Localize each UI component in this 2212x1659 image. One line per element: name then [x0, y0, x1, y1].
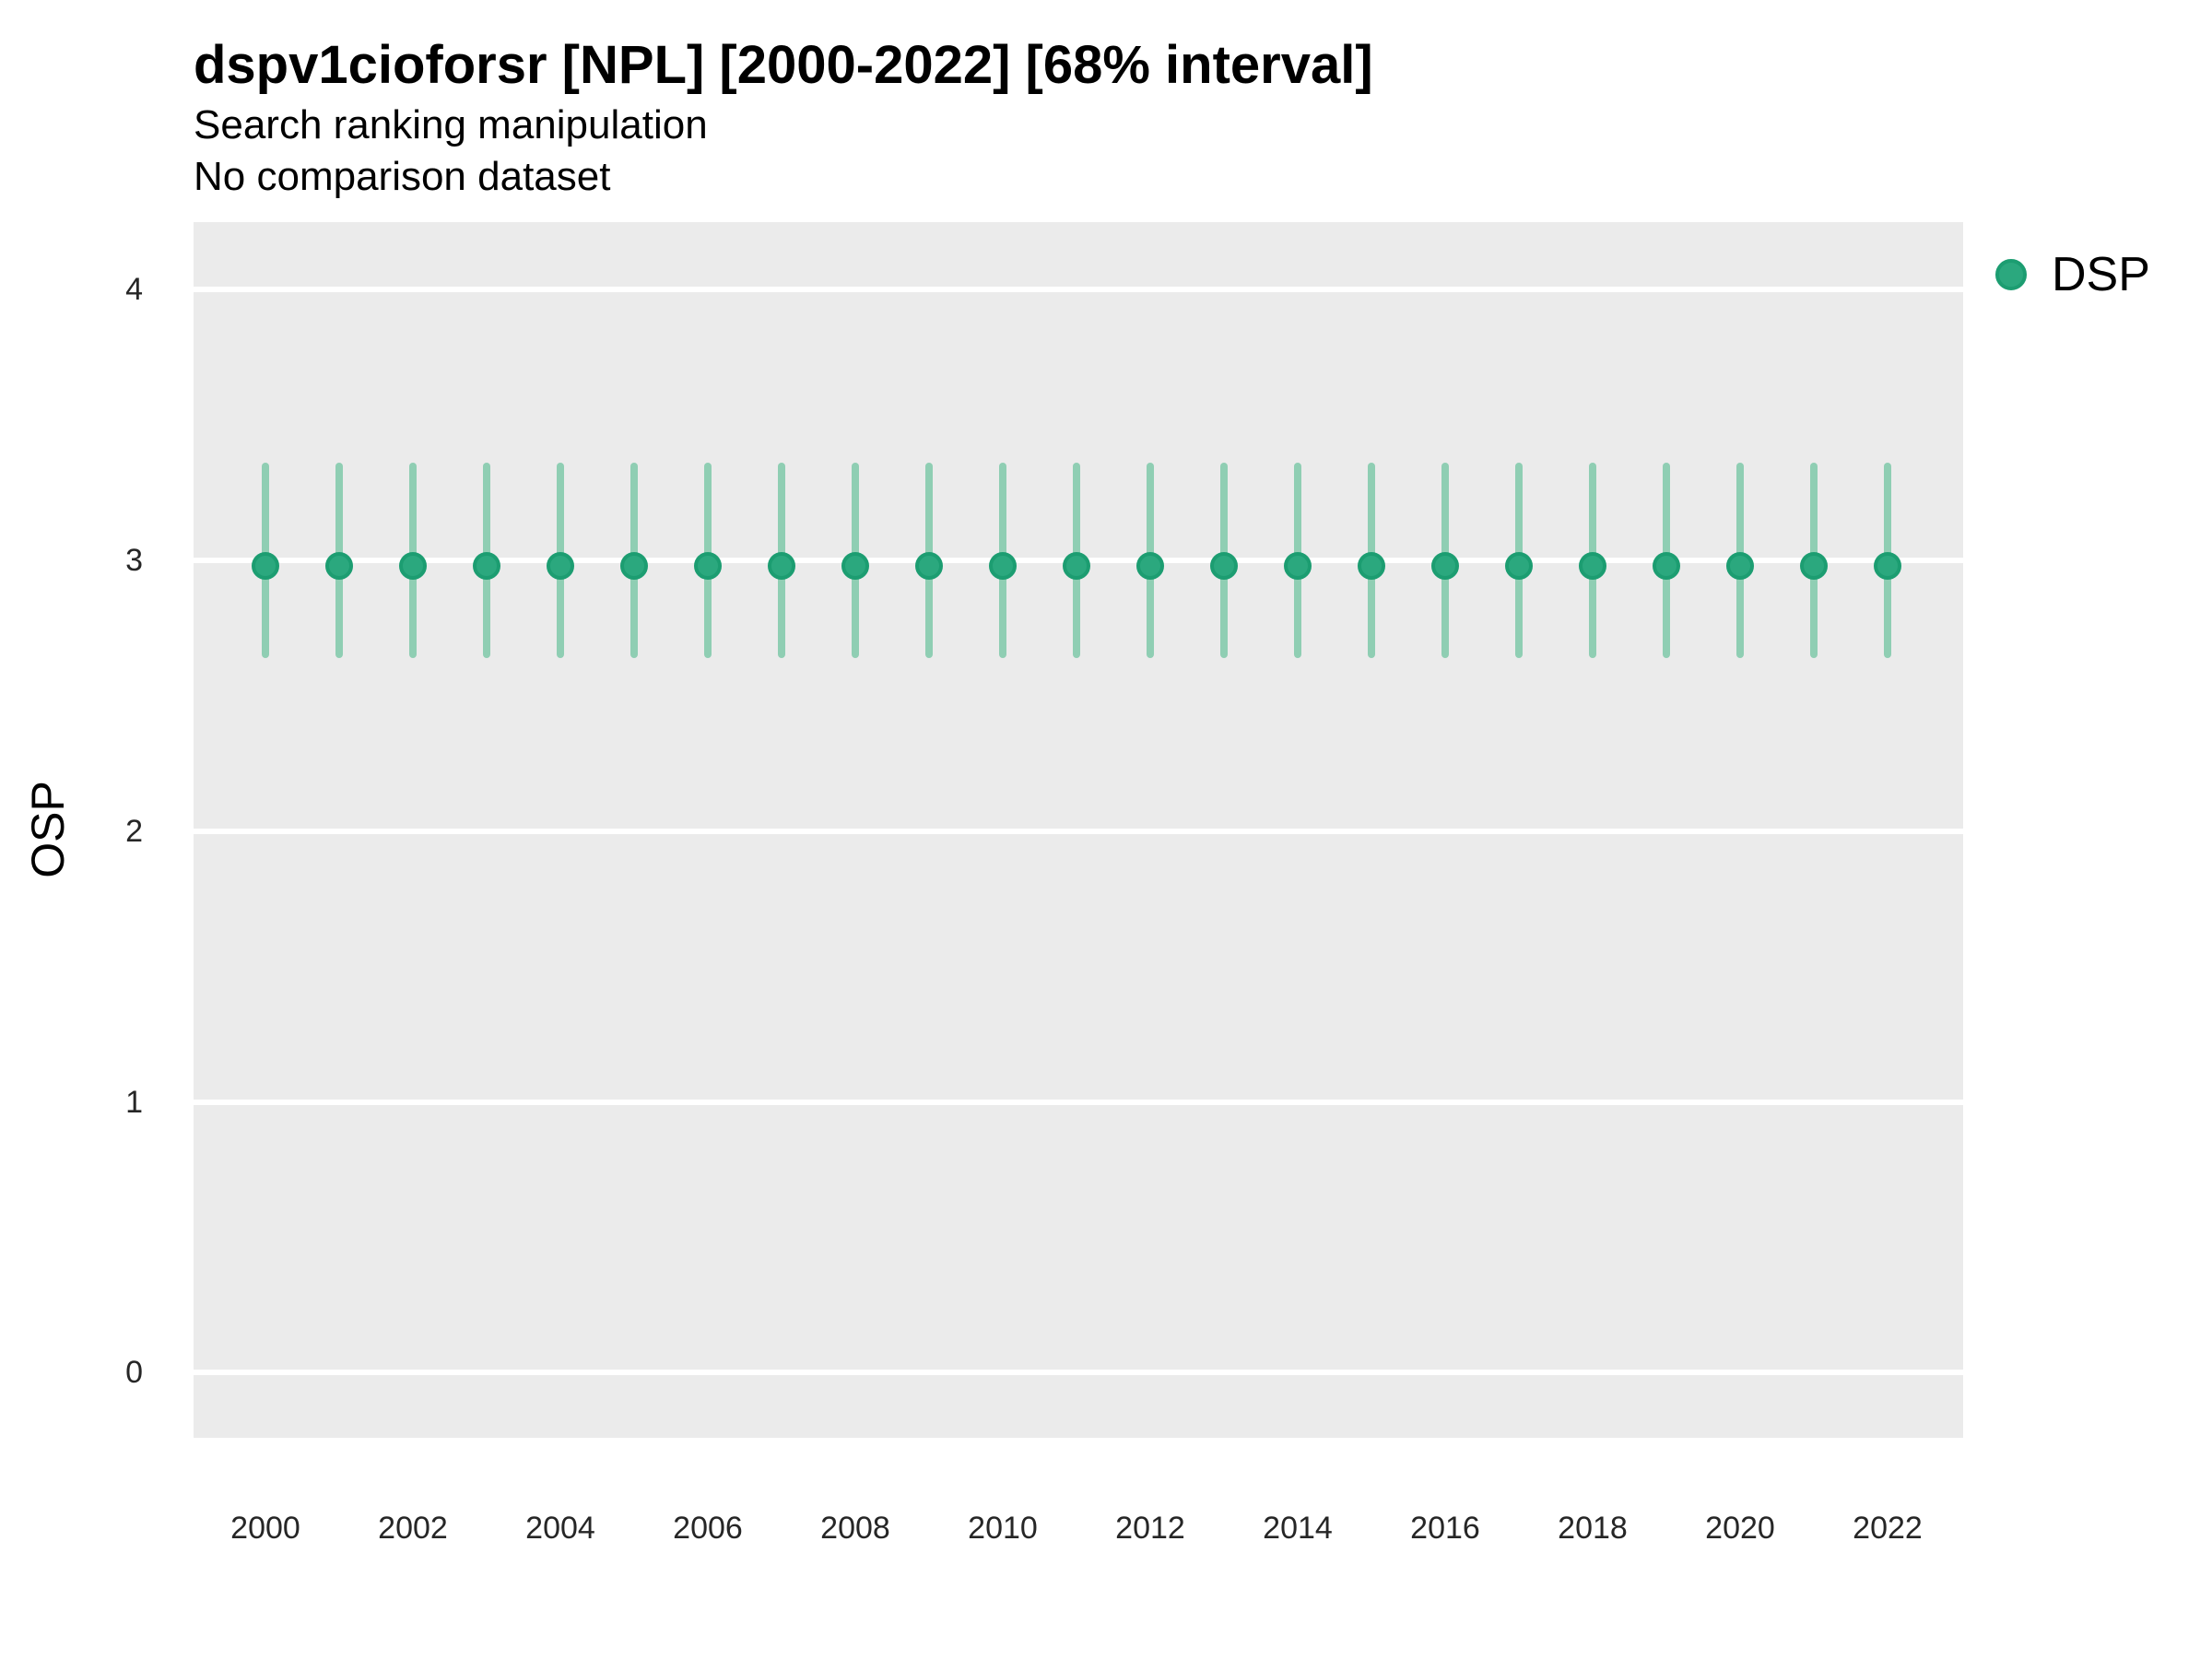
x-tick-label: 2020	[1705, 1511, 1775, 1546]
x-tick-label: 2004	[525, 1511, 595, 1546]
data-point	[768, 552, 795, 581]
data-point	[399, 552, 427, 581]
x-tick-label: 2022	[1853, 1511, 1923, 1546]
data-point	[989, 552, 1017, 581]
x-tick-label: 2002	[378, 1511, 448, 1546]
x-tick-label: 2006	[673, 1511, 743, 1546]
y-tick-label: 0	[125, 1355, 143, 1391]
y-tick-label: 3	[125, 543, 143, 579]
data-point	[694, 552, 722, 581]
data-point	[1726, 552, 1754, 581]
gridline-y-0	[194, 1370, 1963, 1376]
x-tick-label: 2000	[230, 1511, 300, 1546]
data-point	[1136, 552, 1164, 581]
data-point	[325, 552, 353, 581]
chart-title: dspv1cioforsr [NPL] [2000-2022] [68% int…	[194, 35, 1373, 95]
data-point	[915, 552, 943, 581]
chart-subtitle: Search ranking manipulation	[194, 102, 708, 147]
x-tick-label: 2008	[820, 1511, 890, 1546]
data-point	[1210, 552, 1238, 581]
data-point	[1431, 552, 1459, 581]
legend-label: DSP	[2052, 248, 2150, 301]
data-point	[1874, 552, 1901, 581]
y-tick-label: 2	[125, 813, 143, 849]
y-axis-title: OSP	[22, 781, 74, 878]
x-tick-label: 2012	[1115, 1511, 1185, 1546]
data-point	[547, 552, 574, 581]
y-tick-label: 4	[125, 272, 143, 308]
data-point	[1063, 552, 1090, 581]
data-point	[473, 552, 500, 581]
y-tick-label: 1	[125, 1084, 143, 1120]
x-tick-label: 2016	[1410, 1511, 1480, 1546]
legend: DSP	[1991, 247, 2212, 306]
data-point	[1505, 552, 1533, 581]
data-point	[1579, 552, 1606, 581]
data-point	[1800, 552, 1828, 581]
data-point	[841, 552, 869, 581]
gridline-y-4	[194, 287, 1963, 293]
data-point	[1358, 552, 1385, 581]
data-point	[252, 552, 279, 581]
data-point	[620, 552, 648, 581]
x-tick-label: 2014	[1263, 1511, 1333, 1546]
data-point	[1284, 552, 1312, 581]
x-tick-label: 2018	[1558, 1511, 1628, 1546]
x-tick-label: 2010	[968, 1511, 1038, 1546]
gridline-y-1	[194, 1099, 1963, 1105]
chart-note: No comparison dataset	[194, 154, 611, 199]
gridline-y-2	[194, 828, 1963, 834]
data-point	[1653, 552, 1680, 581]
legend-point-icon	[1995, 259, 2027, 290]
